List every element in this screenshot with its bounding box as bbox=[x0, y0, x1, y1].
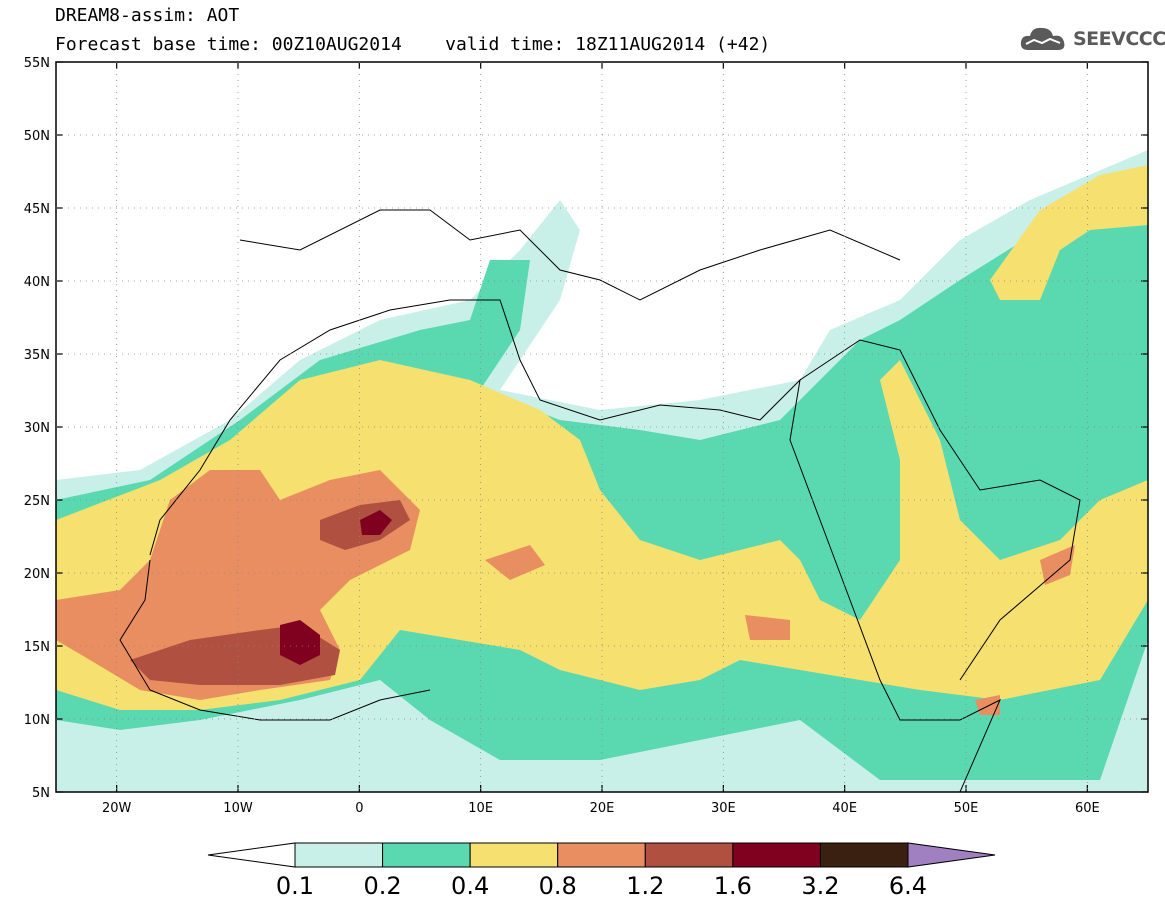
lat-label: 50N bbox=[24, 129, 50, 144]
colorbar-label: 3.2 bbox=[801, 872, 839, 900]
colorbar-segment bbox=[732, 842, 821, 868]
aot-band-1.6-algeria bbox=[360, 510, 392, 535]
lon-label: 10W bbox=[223, 801, 253, 816]
colorbar-segment bbox=[557, 842, 646, 868]
colorbar-arrow-low bbox=[207, 842, 296, 868]
lon-label: 40E bbox=[832, 801, 857, 816]
lon-label: 10E bbox=[468, 801, 493, 816]
colorbar-label: 6.4 bbox=[889, 872, 927, 900]
colorbar-segment bbox=[819, 842, 909, 868]
lat-label: 10N bbox=[24, 713, 50, 728]
colorbar-label: 0.1 bbox=[276, 872, 314, 900]
colorbar-label: 0.4 bbox=[451, 872, 489, 900]
colorbar-arrow-high bbox=[907, 842, 996, 868]
europe-coastline bbox=[239, 209, 901, 301]
colorbar-label: 0.2 bbox=[363, 872, 401, 900]
africa-coastline bbox=[149, 299, 1002, 792]
lat-label: 40N bbox=[24, 275, 50, 290]
lon-axis: 20W 10W 0 10E 20E 30E 40E 50E 60E bbox=[102, 62, 1100, 816]
title-line1: DREAM8-assim: AOT bbox=[55, 5, 240, 26]
lat-label: 45N bbox=[24, 202, 50, 217]
aot-band-1.6 bbox=[280, 620, 320, 665]
colorbar-segment bbox=[294, 842, 384, 868]
aot-band-0.4-caspian bbox=[990, 165, 1148, 300]
aot-band-0.8-sudan bbox=[745, 615, 790, 640]
lon-label: 30E bbox=[711, 801, 736, 816]
lat-label: 30N bbox=[24, 421, 50, 436]
colorbar-label: 1.2 bbox=[626, 872, 664, 900]
arabia-coastline bbox=[799, 339, 1081, 681]
logo-text: SEEVCCC bbox=[1073, 28, 1165, 50]
cloud-icon bbox=[1020, 27, 1065, 50]
aot-band-0.8-libya bbox=[485, 545, 545, 580]
lat-label: 35N bbox=[24, 348, 50, 363]
lat-label: 55N bbox=[24, 56, 50, 71]
lon-label: 20W bbox=[102, 801, 132, 816]
lat-label: 15N bbox=[24, 640, 50, 655]
colorbar-segment bbox=[644, 842, 734, 868]
west-africa-coast bbox=[119, 559, 431, 721]
colorbar-label: 1.6 bbox=[714, 872, 752, 900]
colorbar-label: 0.8 bbox=[539, 872, 577, 900]
title-line2: Forecast base time: 00Z10AUG2014 valid t… bbox=[55, 34, 771, 55]
aot-band-0.4 bbox=[56, 360, 1148, 710]
seevccc-logo: SEEVCCC bbox=[1018, 22, 1165, 56]
colorbar: 0.1 0.2 0.4 0.8 1.2 1.6 3.2 6.4 bbox=[207, 842, 996, 900]
lat-axis: 55N 50N 45N 40N 35N 30N 25N 20N 15N 10N 5N bbox=[24, 56, 1148, 801]
lon-label: 60E bbox=[1075, 801, 1100, 816]
lon-label: 0 bbox=[355, 801, 363, 816]
lon-label: 50E bbox=[954, 801, 979, 816]
colorbar-segment bbox=[469, 842, 559, 868]
coastlines bbox=[119, 209, 1081, 792]
lon-label: 20E bbox=[590, 801, 615, 816]
lat-label: 5N bbox=[32, 786, 50, 801]
aot-band-0.8-yemen bbox=[975, 695, 1000, 715]
colorbar-segment bbox=[382, 842, 471, 868]
aot-band-0.8-oman bbox=[1040, 545, 1075, 585]
lat-label: 20N bbox=[24, 567, 50, 582]
lat-label: 25N bbox=[24, 494, 50, 509]
